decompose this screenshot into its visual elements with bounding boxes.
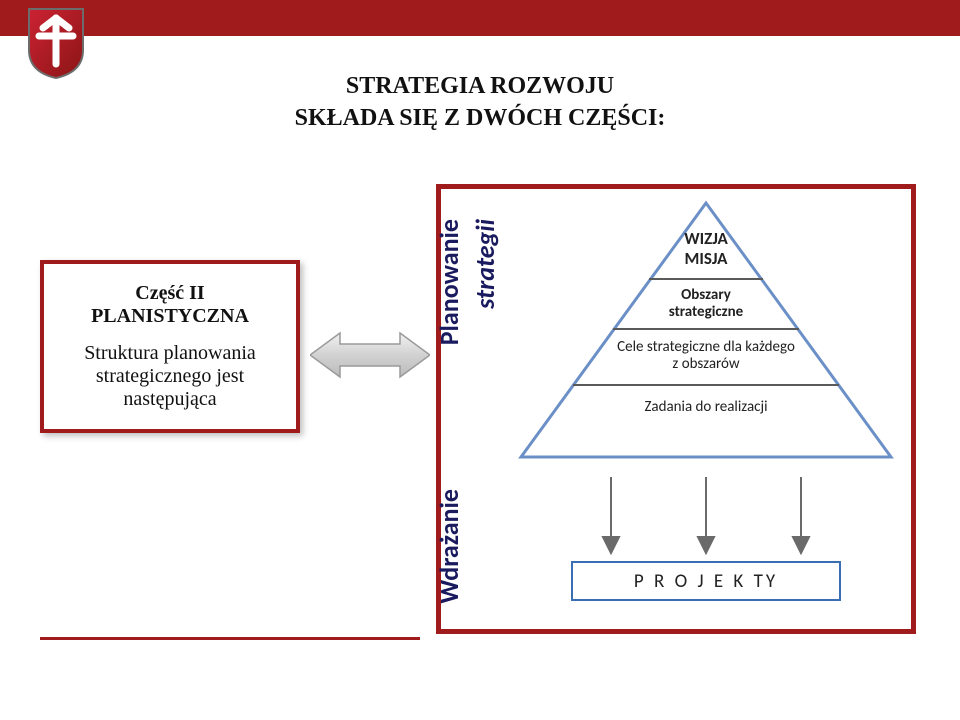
projekty-label: P R O J E K TY	[634, 570, 778, 593]
diagram-panel: Planowanie strategii Wdrażanie WIZJA MIS…	[436, 184, 916, 634]
vlabel-wdrazanie: Wdrażanie	[433, 489, 465, 603]
double-arrow-icon	[310, 330, 430, 380]
pyramid-level-3: Cele strategiczne dla każdego z obszarów	[511, 339, 901, 374]
card-body: Struktura planowania strategicznego jest…	[62, 342, 278, 411]
top-bar	[0, 0, 960, 36]
part-card: Część II PLANISTYCZNA Struktura planowan…	[40, 260, 300, 433]
projekty-box: P R O J E K TY	[571, 561, 841, 601]
title-line1: STRATEGIA ROZWOJU	[346, 73, 614, 99]
page-title: STRATEGIA ROZWOJU SKŁADA SIĘ Z DWÓCH CZĘ…	[0, 70, 960, 135]
pyramid-level-1: WIZJA MISJA	[511, 229, 901, 268]
title-line2: SKŁADA SIĘ Z DWÓCH CZĘŚCI:	[295, 105, 666, 131]
vlabel-strategii: strategii	[469, 219, 501, 309]
bottom-rule	[40, 637, 420, 640]
down-arrows	[511, 477, 901, 555]
pyramid-level-4: Zadania do realizacji	[511, 399, 901, 416]
card-heading: Część II PLANISTYCZNA	[62, 282, 278, 328]
crest-logo	[26, 6, 86, 80]
pyramid-level-2: Obszary strategiczne	[511, 287, 901, 322]
vlabel-planowanie: Planowanie	[433, 219, 465, 345]
